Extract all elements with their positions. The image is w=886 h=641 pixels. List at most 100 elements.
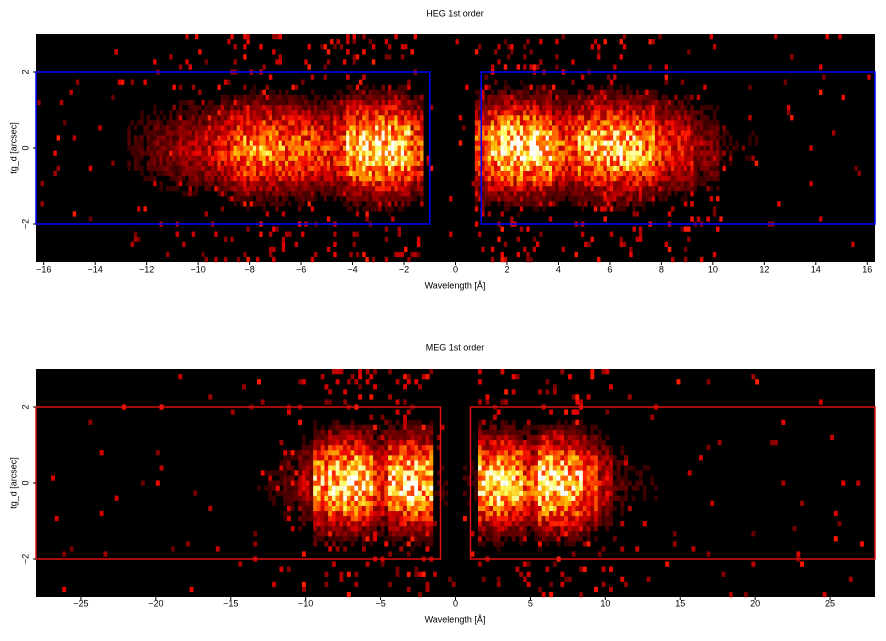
heatmap-cell	[332, 536, 336, 541]
heatmap-cell	[230, 105, 233, 110]
heatmap-cell	[127, 130, 130, 135]
heatmap-cell	[224, 181, 227, 186]
heatmap-cell	[600, 140, 603, 145]
heatmap-cell	[243, 196, 246, 201]
heatmap-cell	[321, 475, 325, 480]
heatmap-cell	[221, 125, 224, 130]
chart-title: MEG 1st order	[426, 342, 485, 352]
heatmap-cell	[587, 85, 590, 90]
heatmap-cell	[549, 216, 552, 221]
heatmap-cell	[414, 536, 418, 541]
heatmap-cell	[169, 140, 172, 145]
heatmap-cell	[681, 171, 684, 176]
heatmap-cell	[214, 186, 217, 191]
heatmap-cell	[205, 161, 208, 166]
heatmap-cell	[755, 140, 758, 145]
heatmap-cell	[674, 181, 677, 186]
heatmap-cell	[513, 171, 516, 176]
heatmap-cell	[282, 171, 285, 176]
heatmap-cell	[295, 110, 298, 115]
heatmap-cell	[192, 232, 195, 237]
heatmap-cell	[291, 465, 295, 470]
heatmap-cell	[403, 541, 407, 546]
heatmap-cell	[266, 120, 269, 125]
heatmap-cell	[362, 110, 365, 115]
heatmap-cell	[671, 161, 674, 166]
heatmap-cell	[275, 227, 278, 232]
heatmap-cell	[354, 465, 358, 470]
heatmap-cell	[713, 151, 716, 156]
heatmap-cell	[655, 145, 658, 150]
heatmap-cell	[385, 176, 388, 181]
heatmap-cell	[384, 486, 388, 491]
heatmap-cell	[429, 531, 433, 536]
heatmap-cell	[369, 450, 373, 455]
heatmap-cell	[697, 95, 700, 100]
heatmap-cell	[713, 135, 716, 140]
heatmap-cell	[279, 161, 282, 166]
heatmap-cell	[418, 420, 422, 425]
heatmap-cell	[237, 130, 240, 135]
heatmap-cell	[529, 176, 532, 181]
heatmap-cell	[422, 455, 426, 460]
heatmap-cell	[272, 135, 275, 140]
heatmap-cell	[526, 130, 529, 135]
heatmap-cell	[475, 100, 478, 105]
heatmap-cell	[373, 425, 377, 430]
heatmap-cell	[163, 135, 166, 140]
heatmap-cell	[632, 161, 635, 166]
heatmap-cell	[546, 110, 549, 115]
heatmap-cell	[396, 445, 400, 450]
heatmap-cell	[382, 110, 385, 115]
heatmap-cell	[748, 85, 751, 90]
heatmap-cell	[362, 95, 365, 100]
heatmap-cell	[346, 186, 349, 191]
heatmap-cell	[620, 237, 623, 242]
heatmap-cell	[369, 501, 373, 506]
heatmap-cell	[539, 95, 542, 100]
heatmap-cell	[359, 120, 362, 125]
heatmap-cell	[491, 181, 494, 186]
heatmap-cell	[240, 135, 243, 140]
heatmap-cell	[317, 161, 320, 166]
heatmap-cell	[520, 90, 523, 95]
heatmap-cell	[482, 491, 486, 496]
heatmap-cell	[182, 151, 185, 156]
heatmap-cell	[536, 130, 539, 135]
heatmap-cell	[587, 135, 590, 140]
heatmap-cell	[674, 135, 677, 140]
heatmap-cell	[362, 486, 366, 491]
heatmap-cell	[414, 516, 418, 521]
heatmap-cell	[143, 80, 146, 85]
heatmap-cell	[407, 80, 410, 85]
heatmap-cell	[603, 105, 606, 110]
heatmap-cell	[671, 206, 674, 211]
heatmap-cell	[568, 135, 571, 140]
heatmap-cell	[282, 110, 285, 115]
heatmap-cell	[340, 196, 343, 201]
heatmap-cell	[726, 145, 729, 150]
heatmap-cell	[294, 470, 298, 475]
heatmap-cell	[426, 521, 430, 526]
heatmap-cell	[237, 161, 240, 166]
heatmap-cell	[665, 145, 668, 150]
heatmap-cell	[169, 130, 172, 135]
heatmap-cell	[353, 181, 356, 186]
heatmap-cell	[529, 125, 532, 130]
heatmap-cell	[134, 145, 137, 150]
heatmap-cell	[298, 506, 302, 511]
heatmap-cell	[623, 135, 626, 140]
heatmap-cell	[377, 491, 381, 496]
heatmap-cell	[362, 166, 365, 171]
heatmap-cell	[655, 120, 658, 125]
heatmap-cell	[266, 145, 269, 150]
heatmap-cell	[369, 394, 373, 399]
heatmap-cell	[234, 59, 237, 64]
heatmap-cell	[333, 125, 336, 130]
heatmap-cell	[150, 156, 153, 161]
heatmap-cell	[639, 201, 642, 206]
heatmap-cell	[568, 171, 571, 176]
heatmap-cell	[266, 135, 269, 140]
heatmap-cell	[275, 191, 278, 196]
heatmap-cell	[328, 445, 332, 450]
